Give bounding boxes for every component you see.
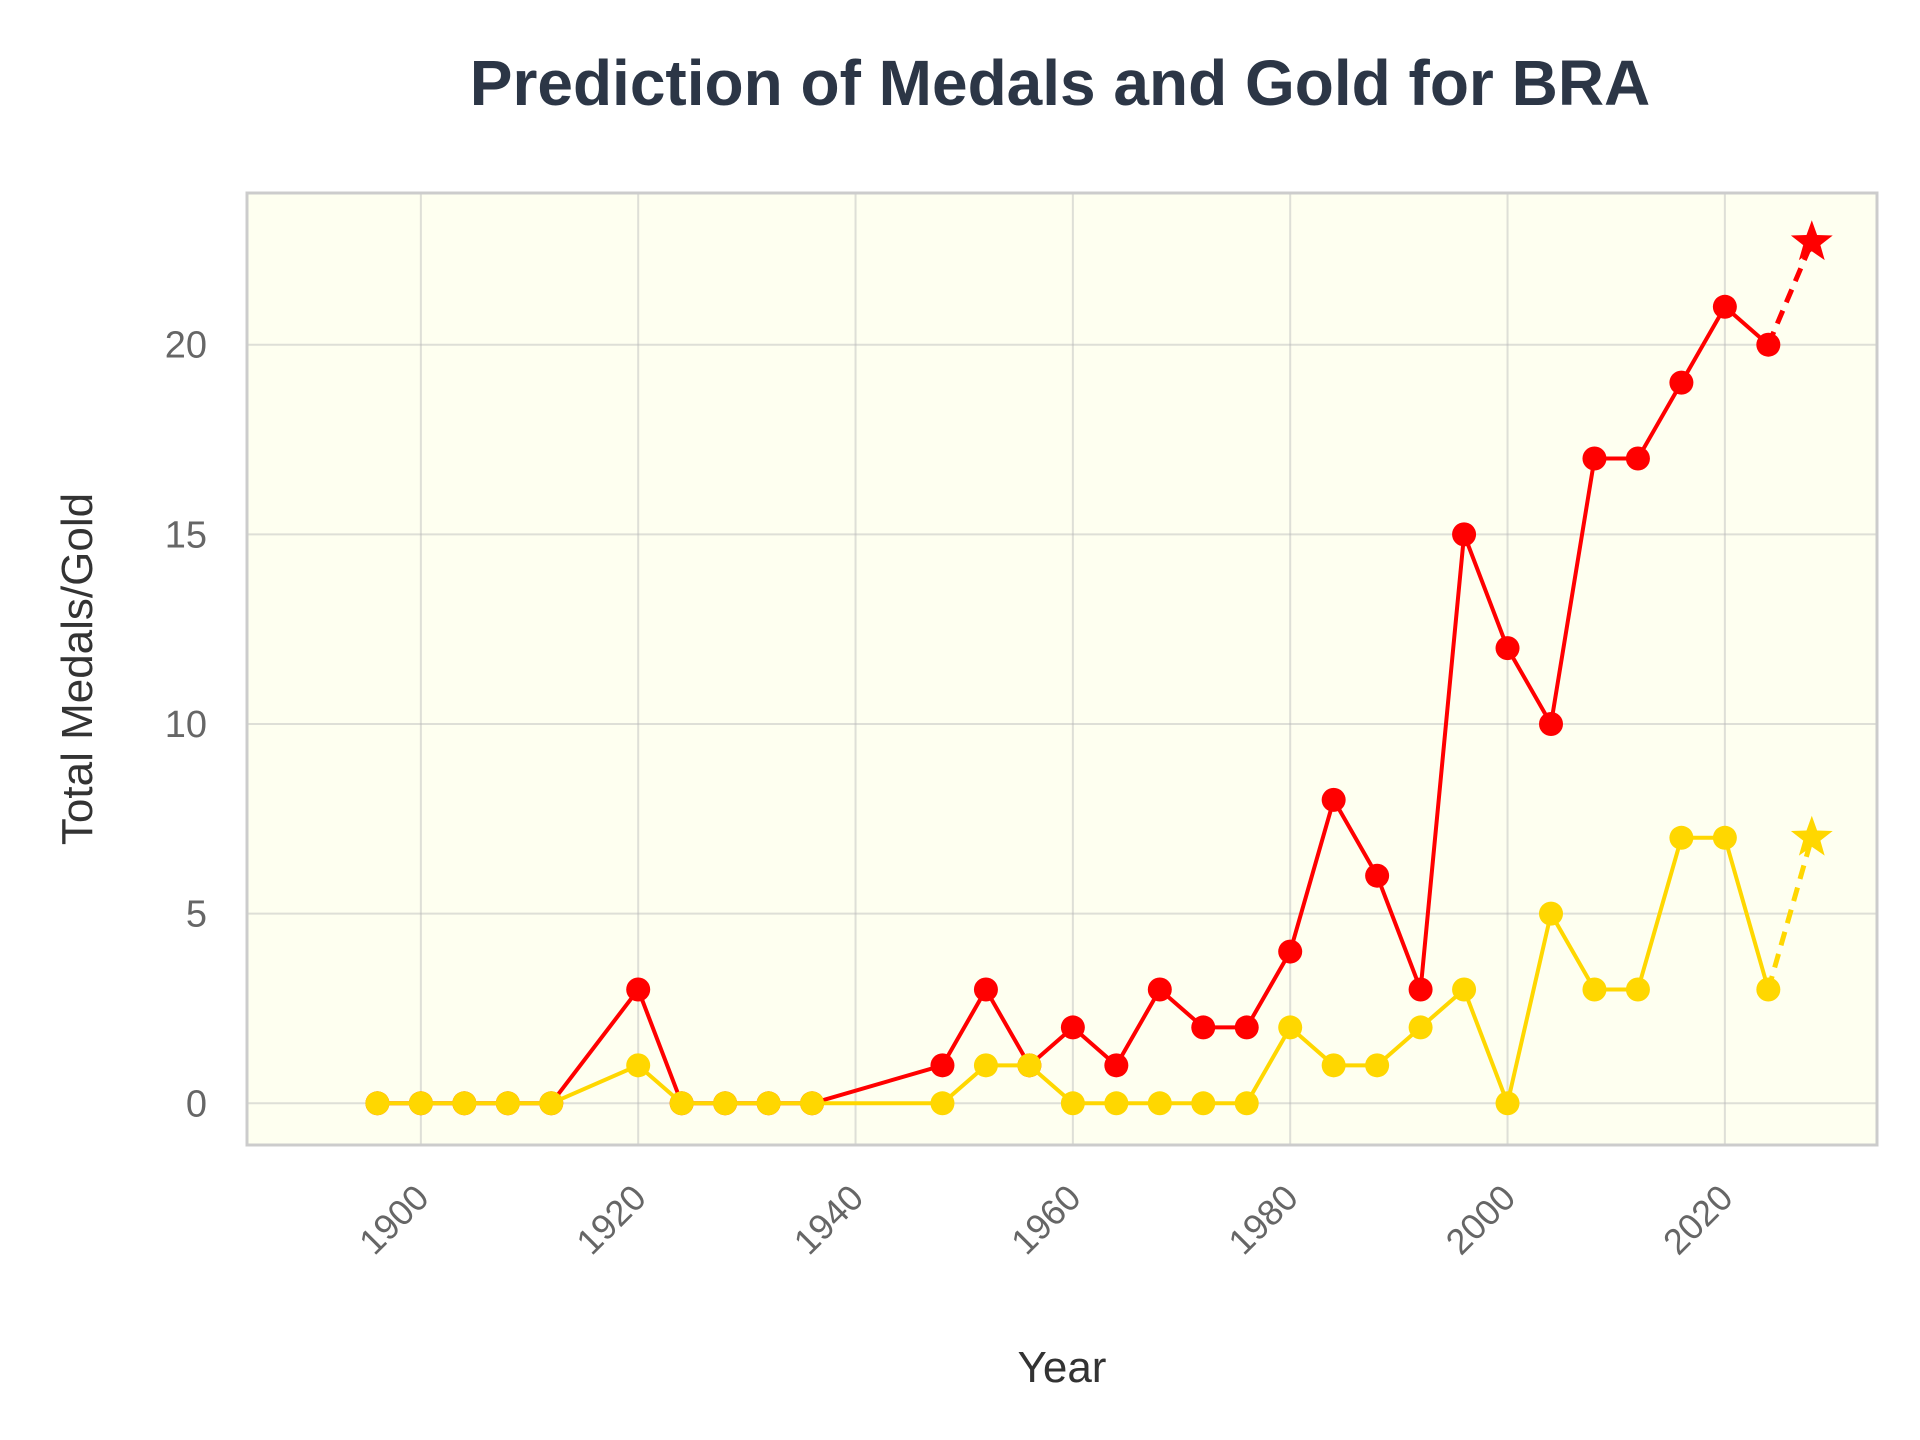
data-point [1234, 1091, 1259, 1116]
data-point [1234, 1015, 1259, 1040]
data-point [713, 1091, 738, 1116]
data-point [1104, 1053, 1129, 1078]
data-point [1582, 446, 1607, 471]
x-axis-label: Year [1018, 1343, 1107, 1392]
data-point [973, 1053, 998, 1078]
series-0 [365, 220, 1833, 1116]
y-tick-label: 5 [186, 894, 207, 936]
series-line [377, 304, 1770, 1106]
data-point [1278, 1015, 1303, 1040]
data-point [1756, 332, 1781, 357]
data-point [1278, 939, 1303, 964]
data-point [1756, 977, 1781, 1002]
data-point [1539, 901, 1563, 926]
series-line [377, 835, 1771, 1106]
data-point [1147, 1091, 1172, 1116]
data-point [495, 1091, 520, 1116]
data-point [1625, 977, 1650, 1002]
data-point [1191, 1015, 1216, 1040]
series-layer [365, 220, 1833, 1116]
prediction-point [1790, 220, 1833, 261]
data-point [1365, 863, 1390, 888]
data-point [626, 1053, 651, 1078]
data-point [1191, 1091, 1216, 1116]
data-point [930, 1053, 955, 1078]
plot-frame [245, 191, 1879, 1147]
data-point [539, 1091, 564, 1116]
data-point [1495, 636, 1520, 661]
y-axis-label: Total Medals/Gold [53, 493, 102, 845]
data-point [1582, 977, 1607, 1002]
data-point [1321, 1053, 1346, 1078]
data-point [1060, 1091, 1085, 1116]
data-point [1712, 825, 1737, 850]
y-tick-label: 0 [186, 1083, 207, 1125]
data-point [1669, 825, 1694, 850]
data-point [1104, 1091, 1129, 1116]
data-point [1669, 370, 1694, 395]
prediction-line [1766, 241, 1815, 346]
data-point [973, 977, 998, 1002]
y-tick-label: 10 [165, 704, 207, 746]
data-point [1060, 1015, 1085, 1040]
data-point [1539, 711, 1563, 736]
prediction-line [1765, 837, 1815, 991]
data-point [1408, 977, 1433, 1002]
data-point [1452, 522, 1477, 547]
data-point [1147, 977, 1172, 1002]
data-point [408, 1091, 433, 1116]
data-point [1712, 294, 1737, 319]
data-point [1625, 446, 1650, 471]
data-point [756, 1091, 781, 1116]
data-point [1365, 1053, 1390, 1078]
data-point [1017, 1053, 1042, 1078]
data-point [626, 977, 651, 1002]
y-ticks: 0 5 10 15 20 [165, 325, 207, 1126]
chart-title: Prediction of Medals and Gold for BRA [470, 47, 1651, 119]
data-point [1495, 1091, 1520, 1116]
data-point [1408, 1015, 1433, 1040]
data-point [800, 1091, 825, 1116]
data-point [365, 1091, 390, 1116]
data-point [930, 1091, 955, 1116]
y-tick-label: 20 [165, 325, 207, 367]
series-1 [365, 815, 1833, 1116]
data-point [1452, 977, 1477, 1002]
y-tick-label: 15 [165, 514, 207, 556]
prediction-point [1790, 815, 1833, 856]
plot-area [247, 193, 1877, 1145]
data-point [669, 1091, 694, 1116]
data-point [1321, 787, 1346, 812]
data-point [452, 1091, 477, 1116]
